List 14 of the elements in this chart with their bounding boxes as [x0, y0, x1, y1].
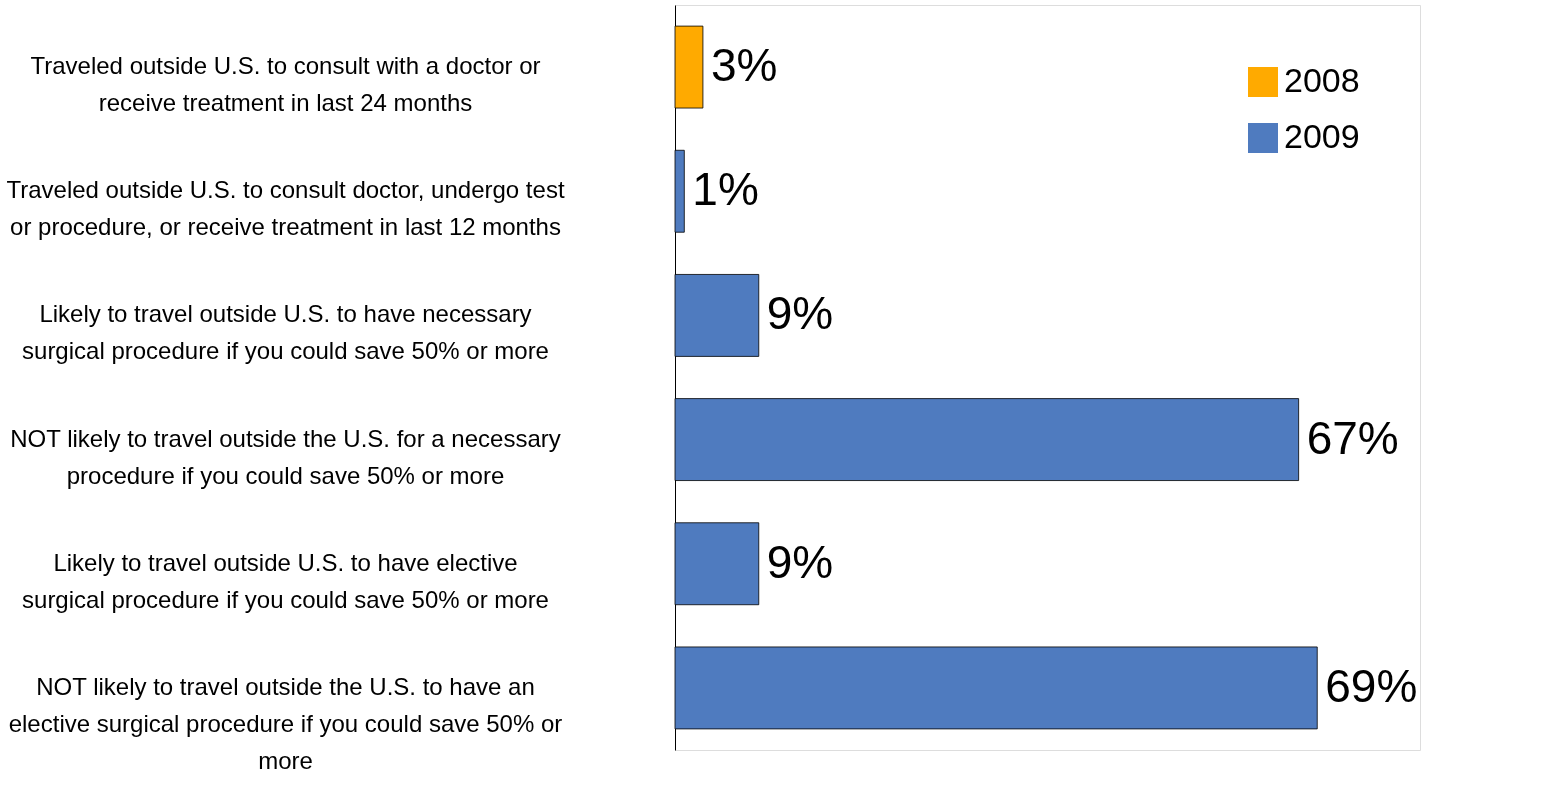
y-tick-label: NOT likely to travel outside the U.S. to have an elective surgical procedure if you could save 50% or more	[8, 672, 563, 774]
y-tick-label: Traveled outside U.S. to consult with a doctor or receive treatment in last 24 months	[30, 52, 541, 117]
y-tick-label: Likely to travel outside U.S. to have elective surgical procedure if you could save 50% or more	[22, 548, 549, 613]
y-tick-label: Likely to travel outside U.S. to have necessary surgical procedure if you could save 50% or more	[22, 300, 549, 365]
data-label: 69%	[1325, 659, 1418, 712]
y-tick-label: Traveled outside U.S. to consult doctor, undergo test or procedure, or receive treatment in last 12 months	[6, 176, 565, 241]
y-tick-label: NOT likely to travel outside the U.S. for a necessary procedure if you could save 50% or more	[10, 424, 561, 489]
legend-label: 2009	[1284, 117, 1360, 155]
data-label: 9%	[766, 287, 834, 340]
data-label: 67%	[1306, 411, 1399, 464]
legend-label: 2008	[1284, 61, 1360, 99]
data-label: 9%	[766, 535, 834, 588]
data-label: 3%	[710, 39, 778, 92]
data-label: 1%	[692, 163, 759, 216]
